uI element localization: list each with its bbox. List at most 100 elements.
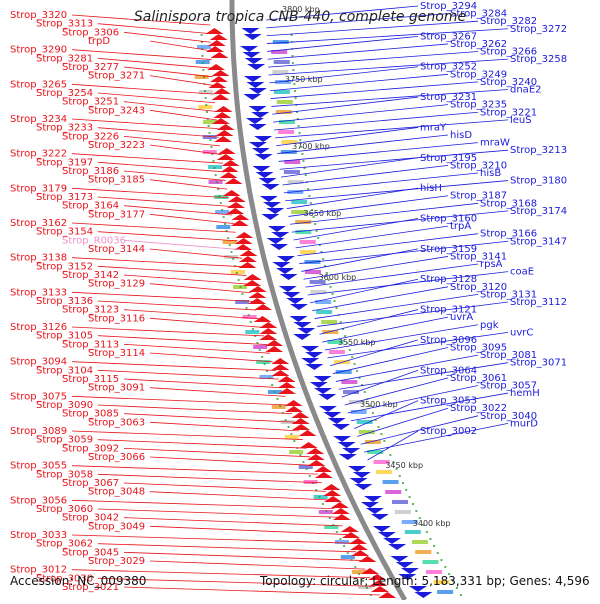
gene-arrow-forward (360, 568, 379, 574)
gene-label: Strop_3231 (420, 92, 477, 103)
gene-arrow-reverse (352, 472, 371, 478)
gene-arrow-reverse (314, 388, 333, 394)
feature-band-right (422, 560, 439, 564)
gene-arrow-reverse (305, 364, 324, 370)
gene-arrow-reverse (259, 196, 278, 202)
gene-label: Strop_3128 (420, 274, 477, 285)
feature-band-left (202, 120, 217, 124)
leader-line (149, 352, 273, 363)
gene-arrow-forward (351, 550, 370, 556)
gene-label: Strop_R0036 (62, 235, 126, 246)
gene-label: hisD (450, 130, 472, 141)
leader-line (123, 517, 343, 527)
gene-arrow-forward (231, 214, 250, 220)
gene-label: trpA (450, 221, 471, 232)
leader-line (303, 256, 449, 280)
leader-line (97, 508, 339, 518)
gene-label: Strop_3267 (420, 31, 477, 42)
feature-band-right (291, 200, 308, 204)
gene-arrow-reverse (271, 232, 290, 238)
gene-label: Strop_3235 (450, 100, 507, 111)
leader-line (301, 248, 419, 272)
gene-arrow-reverse (267, 226, 286, 232)
leader-line (272, 96, 419, 115)
leader-line (149, 75, 214, 86)
feature-band-right (275, 80, 292, 84)
leader-line (149, 283, 252, 294)
gene-arrow-reverse (338, 454, 357, 460)
kbp-tick-label: 3400 kbp (413, 519, 451, 528)
leader-line (123, 413, 296, 423)
gene-arrow-reverse (272, 262, 291, 268)
gene-label: Strop_3240 (480, 77, 537, 88)
leader-line (327, 331, 509, 359)
gene-arrow-reverse (372, 526, 391, 532)
feature-band-right (272, 40, 289, 44)
leader-line (344, 377, 449, 406)
feature-band-left (259, 375, 274, 379)
gene-arrow-forward (322, 484, 341, 490)
feature-band-right (382, 480, 399, 484)
leader-line (97, 57, 213, 69)
gene-label: Strop_3114 (88, 348, 145, 359)
leader-line (295, 225, 449, 249)
feature-band-left (256, 360, 271, 364)
leader-line (123, 170, 226, 181)
gene-arrow-reverse (390, 556, 409, 562)
leader-line (279, 149, 509, 170)
leader-line (71, 222, 236, 233)
gene-arrow-forward (330, 502, 349, 508)
gene-arrow-forward (292, 424, 311, 430)
feature-band-right (327, 340, 344, 344)
gene-label: Strop_3085 (62, 409, 119, 420)
gene-arrow-forward (224, 178, 243, 184)
gene-arrow-forward (238, 262, 257, 268)
gene-arrow-reverse (248, 88, 267, 94)
gene-arrow-forward (278, 388, 297, 394)
gene-label: Strop_3243 (88, 105, 145, 116)
gene-label: uvrC (510, 327, 533, 338)
leader-line (71, 291, 254, 302)
gene-arrow-forward (306, 454, 325, 460)
gene-arrow-reverse (258, 178, 277, 184)
leader-line (97, 473, 322, 484)
gene-arrow-reverse (255, 172, 274, 178)
leader-line (71, 395, 289, 406)
gene-arrow-forward (248, 292, 267, 298)
gene-arrow-forward (227, 196, 246, 202)
feature-band-right (376, 470, 393, 474)
leader-line (314, 293, 479, 319)
gene-label: Strop_3105 (36, 331, 93, 342)
leader-line (268, 58, 509, 76)
leader-line (276, 127, 419, 147)
feature-band-left (334, 540, 349, 544)
gene-label: Strop_3063 (88, 417, 145, 428)
leader-line (319, 309, 419, 335)
gene-label: Strop_3213 (510, 145, 567, 156)
gene-label: Strop_3320 (10, 10, 67, 21)
gene-arrow-forward (220, 166, 239, 172)
gene-arrow-forward (248, 298, 267, 304)
leader-line (278, 142, 479, 162)
gene-arrow-forward (230, 220, 249, 226)
gene-arrow-reverse (337, 442, 356, 448)
gene-arrow-forward (271, 370, 290, 376)
gene-label: Strop_3168 (480, 198, 537, 209)
feature-band-right (367, 450, 384, 454)
gene-label: Strop_3174 (510, 206, 567, 217)
gene-label: Strop_3104 (36, 365, 93, 376)
gene-label: Strop_3265 (10, 79, 67, 90)
gene-arrow-forward (307, 460, 326, 466)
gene-label: Strop_3152 (36, 261, 93, 272)
feature-band-right (295, 230, 312, 234)
gene-label: Strop_3133 (10, 287, 67, 298)
gene-arrow-reverse (332, 424, 351, 430)
gene-arrow-forward (226, 202, 245, 208)
feature-band-right (335, 370, 352, 374)
leader-line (299, 240, 509, 264)
gene-arrow-forward (277, 376, 296, 382)
leader-line (149, 248, 243, 259)
gene-arrow-reverse (270, 244, 289, 250)
gene-arrow-forward (265, 340, 284, 346)
gene-arrow-reverse (333, 436, 352, 442)
